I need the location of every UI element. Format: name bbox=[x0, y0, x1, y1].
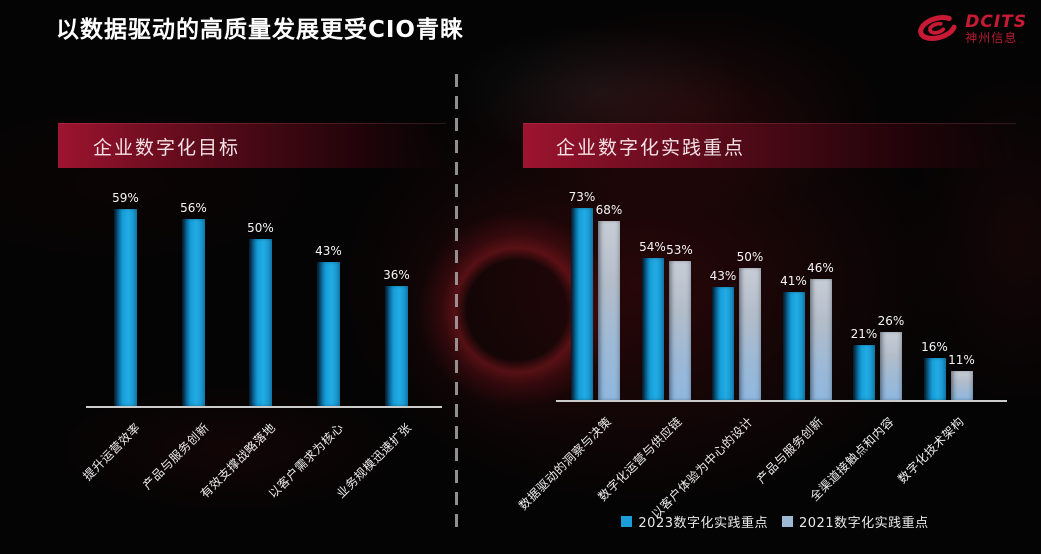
category-label: 产品与服务创新 bbox=[754, 414, 827, 487]
x-axis bbox=[86, 406, 442, 408]
bar bbox=[317, 262, 340, 406]
bar-value-label: 73% bbox=[568, 190, 596, 204]
bar-value-label: 50% bbox=[736, 250, 764, 264]
bar-value-label: 11% bbox=[948, 353, 975, 367]
legend-item: 2021数字化实践重点 bbox=[782, 512, 929, 531]
category-label: 数字化技术架构 bbox=[895, 414, 968, 487]
logo-text: DCITS 神州信息 bbox=[965, 13, 1027, 45]
legend-item: 2023数字化实践重点 bbox=[621, 512, 768, 531]
bar-2021 bbox=[668, 261, 691, 400]
category-label: 产品与服务创新 bbox=[140, 420, 212, 493]
bar-value-label: 50% bbox=[247, 221, 274, 235]
bar-value-label: 43% bbox=[709, 269, 737, 283]
bar-value-label: 16% bbox=[921, 340, 948, 354]
bar-2023 bbox=[641, 258, 664, 400]
bar bbox=[114, 209, 137, 406]
slide-title: 以数据驱动的高质量发展更受CIO青睐 bbox=[56, 17, 464, 43]
bar-2023 bbox=[571, 208, 593, 400]
bar-2023 bbox=[853, 345, 875, 400]
logo-company: 神州信息 bbox=[965, 30, 1018, 45]
legend-swatch bbox=[782, 516, 793, 527]
legend-swatch bbox=[621, 516, 633, 527]
bar-value-label: 59% bbox=[112, 191, 139, 205]
x-axis bbox=[556, 400, 1007, 402]
bar-2021 bbox=[739, 268, 761, 400]
panel-divider-dashed-line bbox=[455, 74, 458, 532]
bar-2021 bbox=[950, 371, 973, 400]
bar-2023 bbox=[923, 358, 946, 400]
bar-2021 bbox=[598, 221, 620, 400]
bar-2021 bbox=[809, 279, 832, 400]
bar-2021 bbox=[880, 332, 902, 400]
logo-brand: DCITS bbox=[965, 12, 1027, 33]
bar-2023 bbox=[712, 287, 734, 400]
bar-2023 bbox=[782, 292, 805, 400]
practice-grouped-bar-chart: 73% 68% 数据驱动的洞察与决策 54% 53% 数字化运营与供应链 43% 50% 以客户… bbox=[517, 185, 1030, 530]
bar-value-label: 36% bbox=[383, 268, 410, 282]
right-panel-title: 企业数字化实践重点 bbox=[556, 136, 746, 159]
dcits-logo: DCITS 神州信息 bbox=[914, 12, 1027, 46]
bar-value-label: 68% bbox=[595, 203, 623, 217]
right-panel-header-banner: 企业数字化实践重点 bbox=[523, 123, 1016, 168]
bar bbox=[182, 219, 205, 406]
legend-label: 2023数字化实践重点 bbox=[638, 516, 768, 531]
bar-value-label: 53% bbox=[666, 243, 693, 257]
bar-value-label: 26% bbox=[877, 314, 905, 328]
dcits-swirl-icon bbox=[914, 12, 958, 46]
bar-value-label: 54% bbox=[639, 240, 666, 254]
bar-value-label: 56% bbox=[180, 201, 207, 215]
category-label: 提升运营效率 bbox=[80, 420, 144, 484]
legend-label: 2021数字化实践重点 bbox=[799, 516, 929, 531]
left-panel-title: 企业数字化目标 bbox=[93, 136, 241, 159]
bar-value-label: 46% bbox=[807, 261, 834, 275]
bar bbox=[249, 239, 272, 406]
bar-value-label: 21% bbox=[850, 327, 878, 341]
chart-legend: 2023数字化实践重点 2021数字化实践重点 bbox=[520, 512, 1030, 531]
bar-value-label: 43% bbox=[315, 244, 342, 258]
bar bbox=[385, 286, 408, 406]
bar-value-label: 41% bbox=[780, 274, 807, 288]
goals-bar-chart: 59% 提升运营效率 56% 产品与服务创新 50% 有效支撑战略落地 43% 以客户需求为核… bbox=[58, 190, 448, 530]
left-panel-header-banner: 企业数字化目标 bbox=[58, 123, 446, 168]
